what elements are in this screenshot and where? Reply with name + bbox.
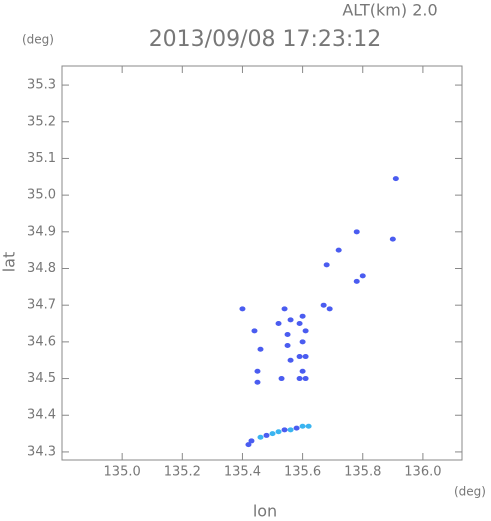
echo [296,321,303,327]
echo [284,343,291,349]
echo [326,306,333,312]
echo [299,339,306,345]
echo [245,442,252,448]
y-tick-label: 35.2 [27,114,56,129]
y-unit: (deg) [22,33,54,47]
echo [359,273,366,279]
echo [254,368,261,374]
echo [299,313,306,319]
echo [275,321,282,327]
echo [302,328,309,334]
y-tick-label: 35.0 [27,188,56,203]
echo [320,302,327,308]
y-axis-label: lat [0,252,19,273]
echo [269,431,276,437]
y-tick-label: 35.1 [27,151,56,166]
y-tick-label: 34.6 [27,334,56,349]
echo [299,368,306,374]
echo [239,306,246,312]
echo [299,423,306,429]
echo [287,357,294,363]
echo [257,434,264,440]
echo [302,376,309,382]
echo [254,379,261,385]
x-tick-label: 135.0 [104,465,141,480]
altitude-label: ALT(km) 2.0 [342,1,437,20]
echo [389,236,396,242]
x-tick-label: 135.6 [284,465,321,480]
y-tick-label: 34.7 [27,298,56,313]
echo [248,438,255,444]
echo [275,429,282,435]
y-tick-label: 34.3 [27,444,56,459]
echo [302,354,309,360]
echo [251,328,258,334]
echo [278,376,285,382]
x-tick-label: 135.4 [224,465,261,480]
x-tick-label: 136.0 [404,465,441,480]
echo [392,176,399,182]
echo [305,423,312,429]
echo [353,229,360,235]
y-tick-label: 34.9 [27,224,56,239]
echo [263,432,270,438]
echo [296,376,303,382]
echo [353,278,360,284]
y-tick-label: 34.8 [27,261,56,276]
y-tick-label: 35.3 [27,78,56,93]
echo [323,262,330,268]
x-axis-label: lon [253,502,277,521]
chart-title: 2013/09/08 17:23:12 [149,27,382,52]
echo [287,317,294,323]
plot-frame [61,65,463,461]
x-unit: (deg) [454,485,486,499]
echo [287,427,294,433]
echo [281,306,288,312]
x-tick-label: 135.8 [344,465,381,480]
echo [281,427,288,433]
echo [293,425,300,431]
echo [257,346,264,352]
echo [296,354,303,360]
x-tick-label: 135.2 [164,465,201,480]
y-tick-label: 34.4 [27,408,56,423]
y-tick-label: 34.5 [27,371,56,386]
echo [335,247,342,253]
echo [284,332,291,338]
